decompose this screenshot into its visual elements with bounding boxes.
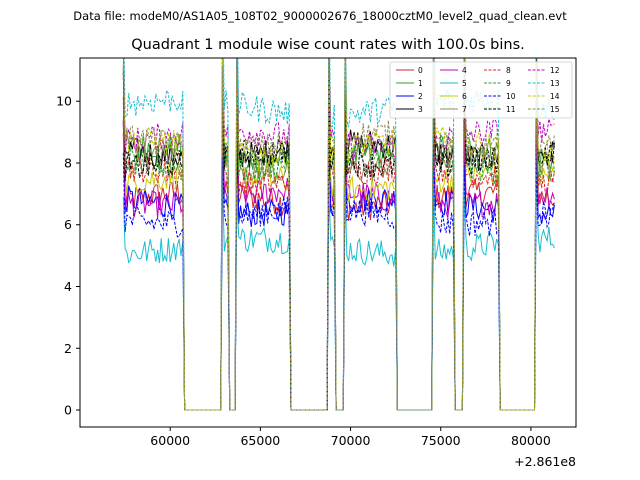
x-tick-label: 75000 xyxy=(421,433,461,448)
legend-label-5: 5 xyxy=(462,79,467,88)
legend-box xyxy=(389,61,573,119)
legend-label-7: 7 xyxy=(462,105,467,114)
x-axis: 60000 65000 70000 75000 80000 xyxy=(150,427,551,448)
legend-label-6: 6 xyxy=(462,92,467,101)
x-tick-label: 70000 xyxy=(331,433,371,448)
chart-title: Quadrant 1 module wise count rates with … xyxy=(131,37,525,53)
series-line-15 xyxy=(123,58,555,411)
legend-label-12: 12 xyxy=(550,66,560,75)
legend-label-9: 9 xyxy=(506,79,511,88)
legend-label-11: 11 xyxy=(506,105,516,114)
legend-label-2: 2 xyxy=(418,92,423,101)
x-offset-label: +2.861e8 xyxy=(514,454,576,469)
legend-label-4: 4 xyxy=(462,66,467,75)
y-tick-label: 4 xyxy=(64,279,72,294)
series-lines xyxy=(122,58,555,411)
legend-label-10: 10 xyxy=(506,92,516,101)
x-tick-label: 80000 xyxy=(511,433,551,448)
y-tick-label: 6 xyxy=(64,217,72,232)
suptitle: Data file: modeM0/AS1A05_108T02_90000026… xyxy=(73,9,567,23)
plot-frame xyxy=(79,57,577,428)
x-tick-label: 65000 xyxy=(240,433,280,448)
y-tick-label: 2 xyxy=(64,341,72,356)
y-axis: 0 2 4 6 8 10 xyxy=(56,94,80,418)
legend-label-3: 3 xyxy=(418,105,423,114)
legend-label-0: 0 xyxy=(418,66,423,75)
legend-label-15: 15 xyxy=(550,105,560,114)
y-tick-label: 0 xyxy=(64,403,72,418)
legend-label-8: 8 xyxy=(506,66,511,75)
y-tick-label: 10 xyxy=(56,94,72,109)
y-tick-label: 8 xyxy=(64,155,72,170)
legend-label-13: 13 xyxy=(550,79,560,88)
x-tick-label: 60000 xyxy=(150,433,190,448)
legend-label-1: 1 xyxy=(418,79,423,88)
legend-label-14: 14 xyxy=(550,92,560,101)
